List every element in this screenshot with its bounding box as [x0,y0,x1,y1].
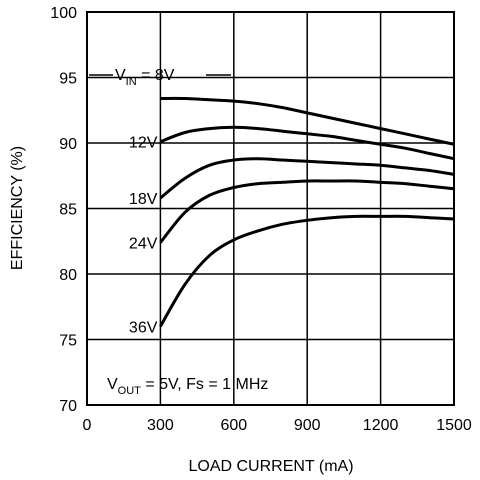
x-tick-label: 300 [147,417,174,434]
x-axis-title: LOAD CURRENT (mA) [188,458,353,475]
x-tick-label: 600 [220,417,247,434]
plot-frame [86,11,455,406]
x-tick-label: 1500 [436,417,472,434]
y-tick-label: 90 [59,136,77,153]
grid-lines [87,12,454,405]
x-tick-label: 1200 [363,417,399,434]
conditions-rest: = 5V, Fs = 1 MHz [141,376,268,393]
conditions-v: V [107,376,118,393]
y-tick-label: 100 [50,5,77,22]
y-tick-label: 85 [59,202,77,219]
y-tick-label: 75 [59,333,77,350]
y-tick-label: 95 [59,71,77,88]
series-line-18v [159,157,455,200]
series-labels: VIN = 8V 12V 18V 24V 36V [89,67,231,336]
series-label-18v: 18V [129,191,158,208]
series-line-24v [159,179,455,244]
series-line-8v [160,96,455,146]
series-label-24v: 24V [129,236,158,253]
x-tick-labels: 0 300 600 900 1200 1500 [83,417,472,434]
vin-rest: = 8V [137,67,175,84]
y-tick-label: 80 [59,267,77,284]
conditions-annotation: VOUT = 5V, Fs = 1 MHz [107,376,268,397]
y-axis-title: EFFICIENCY (%) [9,146,26,270]
series-lines [159,96,455,328]
vin-subscript: IN [126,76,137,88]
conditions-subscript: OUT [118,385,142,397]
series-label-36v: 36V [129,319,158,336]
vin-v: V [115,67,126,84]
series-label-8v: VIN = 8V [115,67,175,88]
y-tick-label: 70 [59,398,77,415]
x-tick-label: 0 [83,417,92,434]
x-tick-label: 900 [294,417,321,434]
series-line-12v [159,125,455,161]
series-line-36v [159,214,455,328]
series-label-12v: 12V [129,135,158,152]
y-tick-labels: 70 75 80 85 90 95 100 [50,5,77,415]
